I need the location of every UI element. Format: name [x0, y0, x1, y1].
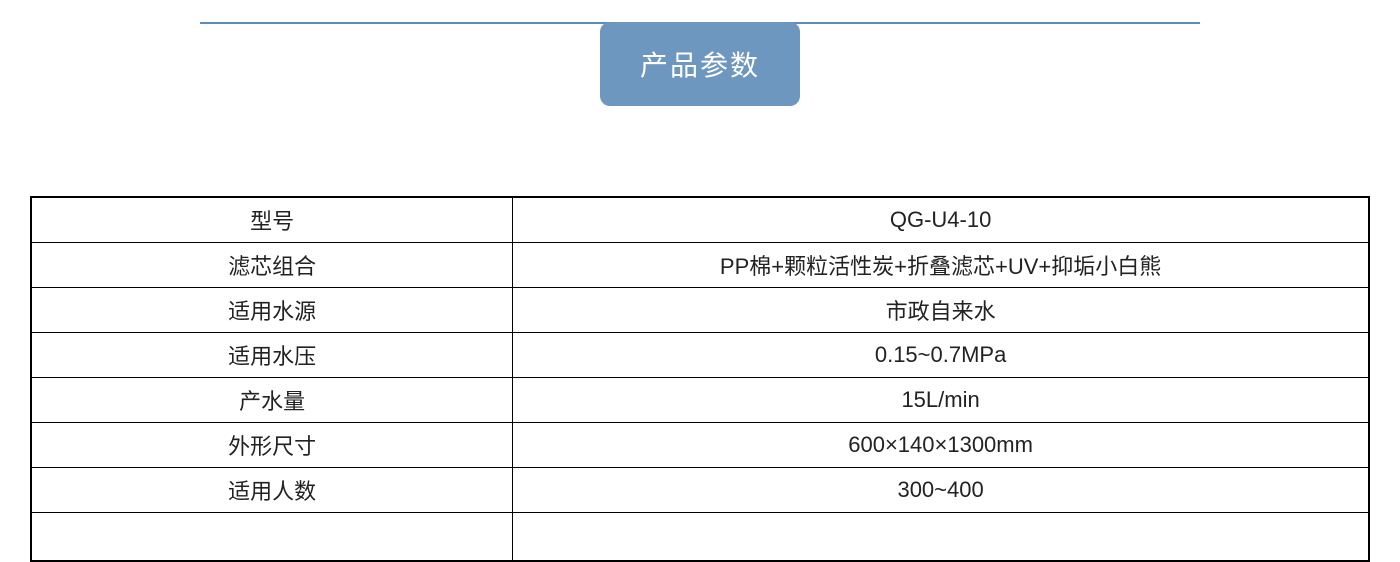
- spec-value: 0.15~0.7MPa: [513, 333, 1369, 378]
- table-empty-row: [31, 513, 1369, 561]
- spec-value: 600×140×1300mm: [513, 423, 1369, 468]
- spec-label: 滤芯组合: [31, 243, 513, 288]
- spec-value: 市政自来水: [513, 288, 1369, 333]
- spec-label: 适用水源: [31, 288, 513, 333]
- spec-value: 15L/min: [513, 378, 1369, 423]
- table-row: 适用水源 市政自来水: [31, 288, 1369, 333]
- table-row: 适用人数 300~400: [31, 468, 1369, 513]
- table-row: 产水量 15L/min: [31, 378, 1369, 423]
- spec-label: 适用水压: [31, 333, 513, 378]
- spec-label: 适用人数: [31, 468, 513, 513]
- spec-label-empty: [31, 513, 513, 561]
- spec-value: QG-U4-10: [513, 197, 1369, 243]
- table-row: 外形尺寸 600×140×1300mm: [31, 423, 1369, 468]
- table-row: 型号 QG-U4-10: [31, 197, 1369, 243]
- spec-table: 型号 QG-U4-10 滤芯组合 PP棉+颗粒活性炭+折叠滤芯+UV+抑垢小白熊…: [30, 196, 1370, 562]
- spec-label: 产水量: [31, 378, 513, 423]
- table-row: 滤芯组合 PP棉+颗粒活性炭+折叠滤芯+UV+抑垢小白熊: [31, 243, 1369, 288]
- section-title-text: 产品参数: [640, 50, 760, 81]
- spec-table-body: 型号 QG-U4-10 滤芯组合 PP棉+颗粒活性炭+折叠滤芯+UV+抑垢小白熊…: [31, 197, 1369, 561]
- spec-value: PP棉+颗粒活性炭+折叠滤芯+UV+抑垢小白熊: [513, 243, 1369, 288]
- spec-value-empty: [513, 513, 1369, 561]
- spec-label: 外形尺寸: [31, 423, 513, 468]
- spec-value: 300~400: [513, 468, 1369, 513]
- section-title-badge: 产品参数: [600, 22, 800, 106]
- header-container: 产品参数: [0, 0, 1400, 106]
- spec-label: 型号: [31, 197, 513, 243]
- table-row: 适用水压 0.15~0.7MPa: [31, 333, 1369, 378]
